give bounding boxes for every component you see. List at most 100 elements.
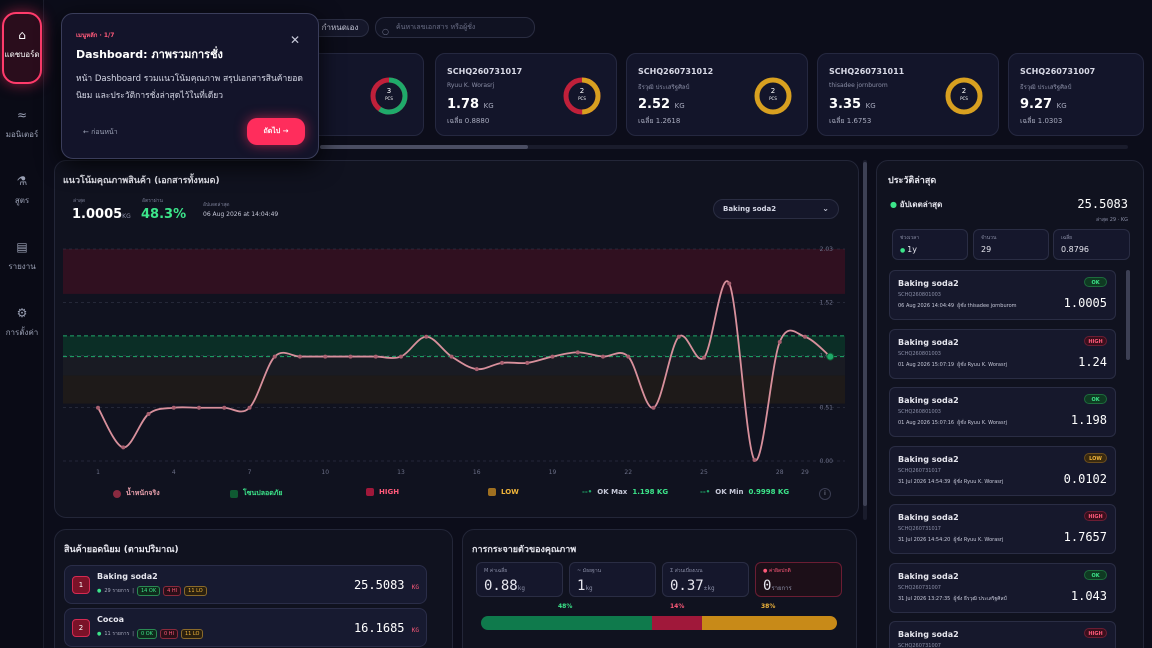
pcs-donut: 2 PCS: [562, 76, 602, 116]
data-point: [626, 354, 631, 359]
data-point: [348, 354, 353, 359]
legend-ok-min: --• OK Min 0.9998 KG: [700, 488, 790, 496]
product-meta: ● 11 รายการ | 0 OK 0 HI 11 LO: [97, 629, 204, 639]
distribution-bar: [481, 616, 837, 630]
document-card[interactable]: SCHQ260731012 ธีรวุฒิ ประเสริฐศิลป์ 2.52…: [626, 53, 808, 136]
weigher: thisadee jornburom: [829, 82, 888, 89]
doc-weight: 9.27 KG: [1020, 97, 1067, 112]
quality-distribution-panel: การกระจายตัวของคุณภาพ M ค่าเฉลี่ย 0.88kg …: [462, 529, 857, 648]
history-date: 31 Jul 2026 14:54:39 ผู้ชั่ง Ryuu K. Wor…: [898, 478, 1004, 485]
history-code: SCHQ260801003: [898, 292, 941, 298]
pass-rate-value: 48.3%: [141, 207, 187, 222]
data-point: [373, 354, 378, 359]
gear-icon: ⚙: [16, 306, 28, 320]
latest-value: 1.0005KG: [72, 207, 131, 222]
sidebar-item-label: มอนิเตอร์: [5, 130, 39, 139]
history-date: 31 Jul 2026 14:54:20 ผู้ชั่ง Ryuu K. Wor…: [898, 537, 1004, 543]
sidebar-item-settings[interactable]: ⚙ การตั้งค่า: [0, 306, 44, 339]
weigher: ธีรวุฒิ ประเสริฐศิลป์: [638, 84, 690, 91]
doc-avg: เฉลี่ย 1.0303: [1020, 117, 1063, 125]
rank-badge: 2: [72, 619, 90, 637]
doc-code: SCHQ260731011: [829, 67, 905, 76]
search-icon: ○: [382, 27, 389, 36]
product-meta: ● 29 รายการ | 14 OK 4 HI 11 LO: [97, 586, 207, 596]
document-card[interactable]: SCHQ260731017 Ryuu K. Worasrj 1.78 KG เฉ…: [435, 53, 617, 136]
product-select[interactable]: Baking soda2 ⌄: [713, 199, 839, 219]
product-name: Baking soda2: [97, 572, 158, 581]
history-product: Baking soda2: [898, 337, 959, 347]
popular-item[interactable]: 2 Cocoa ● 11 รายการ | 0 OK 0 HI 11 LO 16.1685…: [64, 608, 427, 647]
distribution-title: การกระจายตัวของคุณภาพ: [472, 545, 577, 555]
history-row[interactable]: Baking soda2 SCHQ260731017 31 Jul 2026 14:…: [889, 445, 1116, 496]
doc-avg: เฉลี่ย 0.8880: [447, 117, 490, 125]
history-weight: 1.198: [1070, 413, 1107, 427]
history-scrollbar[interactable]: [1126, 270, 1130, 360]
pcs-donut: 2 PCS: [753, 76, 793, 116]
doc-weight: 2.52 KG: [638, 97, 685, 112]
status-badge: OK: [1084, 394, 1107, 404]
document-icon: ▤: [16, 240, 28, 254]
data-point: [399, 354, 403, 359]
info-icon[interactable]: i: [819, 488, 831, 500]
history-row[interactable]: Baking soda2 SCHQ260801003 01 Aug 2026 15:…: [889, 328, 1116, 379]
main-scrollbar[interactable]: [863, 160, 867, 520]
history-code: SCHQ260731017: [898, 467, 941, 474]
data-point: [222, 405, 227, 410]
custom-range-button[interactable]: กำหนดเอง: [311, 19, 369, 37]
x-tick-label: 22: [624, 469, 632, 476]
updated-label: อัปเดตล่าสุด: [203, 202, 230, 208]
sidebar-item-report[interactable]: ▤ รายงาน: [0, 240, 44, 273]
tour-step: เมนูหลัก · 1/7: [76, 32, 115, 39]
doc-weight: 1.78 KG: [447, 97, 494, 112]
search-placeholder: ค้นหาเลขเอกสาร หรือผู้ชั่ง: [396, 23, 476, 31]
tour-prev-button[interactable]: ← ก่อนหน้า: [83, 128, 118, 136]
data-point: [171, 405, 176, 410]
rank-badge: 1: [72, 576, 90, 594]
doc-code: SCHQ260731007: [1020, 67, 1096, 76]
history-row[interactable]: Baking soda2 SCHQ260801003 01 Aug 2026 15:…: [889, 387, 1116, 437]
scrollbar-thumb[interactable]: [863, 162, 867, 506]
stat-period: ช่วงเวลา ● 1y: [892, 229, 968, 260]
history-date: 06 Aug 2026 14:04:49 ผู้ชั่ง thisadee jo…: [898, 303, 1017, 309]
close-icon[interactable]: ✕: [289, 33, 300, 47]
history-code: SCHQ260731007: [898, 643, 941, 648]
legend-low: LOW: [488, 488, 519, 496]
sidebar-item-dashboard[interactable]: ⌂ แดชบอร์ด: [2, 12, 42, 84]
sidebar-item-monitor[interactable]: ≈ มอนิเตอร์: [0, 108, 44, 141]
updated-value: 06 Aug 2026 at 14:04:49: [203, 211, 279, 218]
sidebar-item-formula[interactable]: ⚗ สูตร: [0, 174, 44, 207]
status-badge: OK: [1084, 569, 1107, 580]
data-point: [121, 445, 126, 450]
popular-item[interactable]: 1 Baking soda2 ● 29 รายการ | 14 OK 4 HI 11 LO…: [64, 565, 427, 604]
document-card[interactable]: SCHQ260731011 thisadee jornburom 3.35 KG…: [817, 53, 999, 136]
status-badge: HIGH: [1084, 335, 1107, 346]
search-input[interactable]: ○ ค้นหาเลขเอกสาร หรือผู้ชั่ง: [375, 17, 535, 38]
data-point: [803, 334, 807, 339]
history-row[interactable]: Baking soda2 SCHQ260731007 HIGH: [889, 621, 1116, 648]
pcs-label: PCS: [385, 96, 393, 101]
history-row[interactable]: Baking soda2 SCHQ260801003 06 Aug 2026 14:…: [889, 270, 1116, 320]
ok-segment: [481, 616, 652, 630]
history-row[interactable]: Baking soda2 SCHQ260731017 31 Jul 2026 14:…: [889, 504, 1116, 554]
legend-weight: น้ำหนักจริง: [113, 488, 160, 499]
x-tick-label: 16: [473, 469, 481, 476]
history-product: Baking soda2: [898, 279, 959, 288]
history-product: Baking soda2: [898, 454, 959, 464]
x-tick-label: 13: [397, 469, 405, 476]
document-card[interactable]: SCHQ260731007 ธีรวุฒิ ประเสริฐศิลป์ 9.27…: [1008, 53, 1144, 136]
scrollbar-thumb[interactable]: [320, 145, 528, 149]
history-code: SCHQ260731017: [898, 526, 941, 532]
product-total: 25.5083 KG: [353, 578, 419, 592]
data-point: [146, 412, 151, 417]
y-tick-label: 0.51: [820, 405, 834, 412]
data-point: [424, 334, 429, 339]
status-badge: OK: [1084, 277, 1107, 287]
doc-code: SCHQ260731017: [447, 67, 523, 76]
popular-products-panel: สินค้ายอดนิยม (ตามปริมาณ) 1 Baking soda2…: [54, 529, 453, 648]
history-row[interactable]: Baking soda2 SCHQ260731007 31 Jul 2026 13:…: [889, 562, 1116, 613]
tour-next-button[interactable]: ถัดไป →: [247, 118, 305, 145]
data-point: [500, 360, 504, 365]
data-point: [96, 405, 100, 410]
cards-scrollbar[interactable]: [320, 145, 1128, 149]
